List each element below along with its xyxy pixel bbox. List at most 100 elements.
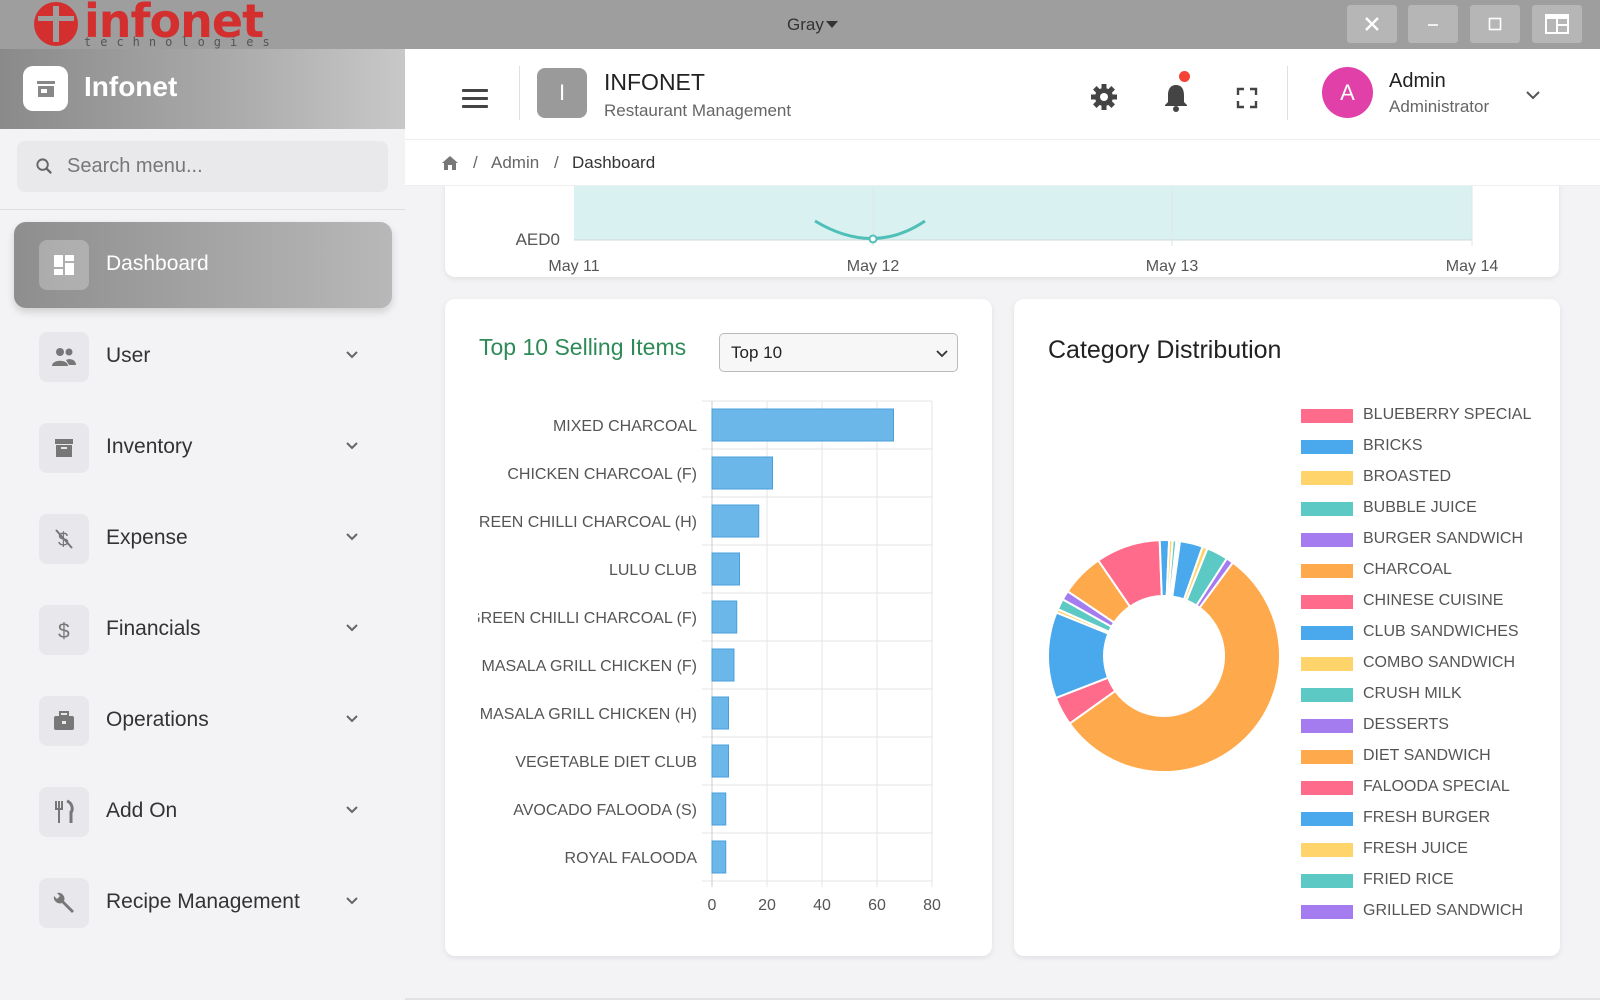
close-window-button[interactable] (1347, 5, 1397, 43)
sidebar-item-operations[interactable]: Operations (14, 678, 392, 764)
legend-swatch (1301, 409, 1353, 423)
legend-label: DESSERTS (1363, 716, 1449, 733)
bar[interactable] (711, 840, 727, 874)
dashboard-icon (39, 240, 89, 290)
bar-x-tick: 60 (868, 897, 886, 914)
notification-dot (1179, 71, 1190, 82)
trend-x-tick: May 12 (847, 258, 900, 275)
maximize-window-button[interactable] (1470, 5, 1520, 43)
legend-item[interactable]: BRICKS (1301, 435, 1541, 459)
minimize-window-button[interactable] (1408, 5, 1458, 43)
breadcrumb-admin[interactable]: Admin (491, 153, 540, 172)
donut-slice[interactable] (1068, 561, 1282, 773)
bar[interactable] (711, 648, 735, 682)
chevron-down-icon (346, 897, 358, 905)
bar[interactable] (711, 600, 738, 634)
chevron-down-icon[interactable] (1523, 85, 1543, 105)
sidebar-item-label: Recipe Management (106, 890, 300, 913)
legend-swatch (1301, 595, 1353, 609)
bar[interactable] (711, 408, 894, 442)
theme-selector[interactable]: Gray (787, 15, 838, 35)
sidebar-item-recipe-management[interactable]: Recipe Management (14, 860, 392, 946)
legend-item[interactable]: COMBO SANDWICH (1301, 652, 1541, 676)
legend-swatch (1301, 657, 1353, 671)
legend-item[interactable]: BROASTED (1301, 466, 1541, 490)
app-subtitle: Restaurant Management (604, 101, 792, 120)
breadcrumb-separator: / (473, 153, 478, 172)
legend-item[interactable]: CRUSH MILK (1301, 683, 1541, 707)
notification-bell-icon[interactable] (1162, 82, 1190, 112)
logo-tagline: technologies (84, 35, 279, 49)
close-icon (1365, 17, 1379, 31)
bar-category-label: MASALA GRILL CHICKEN (H) (480, 706, 697, 723)
chevron-down-icon (346, 442, 358, 450)
legend-item[interactable]: DESSERTS (1301, 714, 1541, 738)
fullscreen-icon[interactable] (1236, 87, 1258, 109)
trend-point[interactable] (868, 234, 878, 244)
bar[interactable] (711, 456, 773, 490)
legend-label: COMBO SANDWICH (1363, 654, 1515, 671)
header-divider (519, 66, 520, 120)
settings-gear-icon[interactable] (1089, 82, 1119, 112)
legend-item[interactable]: FRESH JUICE (1301, 838, 1541, 862)
menu-toggle-icon[interactable] (462, 89, 488, 113)
sidebar-item-label: Dashboard (106, 252, 209, 275)
sidebar-item-user[interactable]: User (14, 314, 392, 400)
bar[interactable] (711, 744, 729, 778)
bar-category-label: AVOCADO FALOODA (S) (513, 802, 697, 819)
legend-swatch (1301, 626, 1353, 640)
top-selling-title: Top 10 Selling Items (479, 334, 687, 360)
home-icon[interactable] (440, 154, 460, 172)
legend-swatch (1301, 440, 1353, 454)
legend-item[interactable]: FALOODA SPECIAL (1301, 776, 1541, 800)
legend-item[interactable]: DIET SANDWICH (1301, 745, 1541, 769)
trend-area-fill (574, 186, 1472, 240)
legend-item[interactable]: BLUEBERRY SPECIAL (1301, 404, 1541, 428)
store-icon (23, 66, 68, 111)
category-donut-chart (1046, 539, 1282, 773)
top-count-select[interactable]: Top 10 (719, 333, 958, 372)
maximize-icon (1488, 17, 1502, 31)
sidebar-item-label: User (106, 344, 151, 367)
sidebar-divider (0, 209, 405, 210)
sidebar: Infonet Dashboard User Inventory $ Expen… (0, 49, 405, 1000)
sidebar-item-add-on[interactable]: Add On (14, 769, 392, 855)
bar[interactable] (711, 696, 729, 730)
legend-item[interactable]: FRESH BURGER (1301, 807, 1541, 831)
sidebar-item-dashboard[interactable]: Dashboard (14, 222, 392, 308)
sidebar-item-label: Add On (106, 799, 178, 822)
legend-item[interactable]: GRILLED SANDWICH (1301, 900, 1541, 924)
legend-swatch (1301, 533, 1353, 547)
sidebar-brand[interactable]: Infonet (0, 49, 405, 129)
avatar[interactable]: A (1322, 67, 1373, 118)
sidebar-item-financials[interactable]: $ Financials (14, 587, 392, 673)
layout-window-button[interactable] (1532, 5, 1582, 43)
bar-x-tick: 40 (813, 897, 831, 914)
svg-text:$: $ (58, 530, 69, 551)
breadcrumb-separator: / (554, 153, 559, 172)
legend-label: BROASTED (1363, 468, 1452, 485)
legend-item[interactable]: BURGER SANDWICH (1301, 528, 1541, 552)
sidebar-item-inventory[interactable]: Inventory (14, 405, 392, 491)
legend-swatch (1301, 688, 1353, 702)
chevron-down-icon (346, 351, 358, 359)
infonet-logo: infonet technologies (30, 0, 280, 49)
legend-item[interactable]: CHINESE CUISINE (1301, 590, 1541, 614)
bar[interactable] (711, 504, 760, 538)
bar-category-label: MASALA GRILL CHICKEN (F) (482, 658, 697, 675)
utensils-icon (39, 787, 89, 837)
menu-search[interactable] (17, 141, 388, 192)
search-input[interactable] (67, 141, 377, 192)
legend-item[interactable]: BUBBLE JUICE (1301, 497, 1541, 521)
breadcrumb-current: Dashboard (572, 153, 656, 172)
bar[interactable] (711, 792, 727, 826)
chevron-down-icon (936, 350, 948, 358)
bar[interactable] (711, 552, 740, 586)
legend-item[interactable]: CHARCOAL (1301, 559, 1541, 583)
users-icon (39, 332, 89, 382)
legend-item[interactable]: FRIED RICE (1301, 869, 1541, 893)
sidebar-item-expense[interactable]: $ Expense (14, 496, 392, 582)
legend-label: FRESH JUICE (1363, 840, 1468, 857)
donut-slice[interactable] (1169, 539, 1180, 598)
legend-item[interactable]: CLUB SANDWICHES (1301, 621, 1541, 645)
